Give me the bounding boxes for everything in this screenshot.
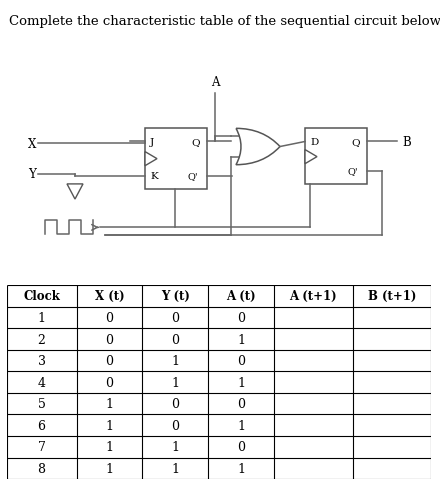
Text: 0: 0 [237, 397, 245, 410]
Text: 8: 8 [37, 462, 46, 475]
Text: 1: 1 [171, 376, 180, 389]
Text: Q': Q' [348, 167, 359, 176]
Text: J: J [150, 137, 154, 147]
Bar [305, 129, 367, 184]
Text: 1: 1 [171, 440, 180, 454]
Text: B: B [402, 136, 411, 149]
Text: 2: 2 [38, 333, 45, 346]
Text: X (t): X (t) [95, 290, 124, 303]
Text: Q: Q [351, 137, 359, 147]
Text: 7: 7 [38, 440, 45, 454]
Text: 1: 1 [237, 376, 245, 389]
Text: 3: 3 [37, 354, 46, 367]
Text: 1: 1 [237, 419, 245, 432]
Text: Y: Y [28, 168, 36, 181]
Text: 5: 5 [38, 397, 45, 410]
Text: 1: 1 [106, 440, 114, 454]
Text: X: X [28, 138, 37, 151]
Text: 0: 0 [171, 419, 180, 432]
Polygon shape [305, 150, 317, 165]
Text: A (t): A (t) [227, 290, 256, 303]
PathPatch shape [236, 129, 280, 166]
Text: Complete the characteristic table of the sequential circuit below.: Complete the characteristic table of the… [9, 15, 440, 28]
Polygon shape [67, 184, 83, 199]
Text: 4: 4 [37, 376, 46, 389]
Text: 0: 0 [237, 311, 245, 324]
Text: Q: Q [191, 137, 200, 147]
Text: 1: 1 [37, 311, 46, 324]
Text: K: K [150, 172, 158, 181]
Text: 0: 0 [106, 376, 114, 389]
Text: 0: 0 [171, 397, 180, 410]
Text: 1: 1 [237, 333, 245, 346]
Text: 0: 0 [106, 333, 114, 346]
Text: 1: 1 [106, 462, 114, 475]
Text: 1: 1 [171, 462, 180, 475]
Bar [145, 129, 207, 190]
Text: B (t+1): B (t+1) [368, 290, 416, 303]
Text: D: D [310, 137, 318, 147]
Text: 1: 1 [106, 419, 114, 432]
Text: 1: 1 [106, 397, 114, 410]
Text: 0: 0 [106, 311, 114, 324]
Text: Y (t): Y (t) [161, 290, 190, 303]
Text: 6: 6 [37, 419, 46, 432]
Text: Q': Q' [188, 172, 198, 181]
Text: 1: 1 [171, 354, 180, 367]
Polygon shape [145, 152, 157, 166]
Text: 0: 0 [106, 354, 114, 367]
Text: A: A [211, 76, 219, 89]
Text: Clock: Clock [23, 290, 60, 303]
Text: A (t+1): A (t+1) [290, 290, 337, 303]
Text: 0: 0 [171, 311, 180, 324]
Text: 0: 0 [237, 354, 245, 367]
Text: 0: 0 [171, 333, 180, 346]
Text: 0: 0 [237, 440, 245, 454]
Text: 1: 1 [237, 462, 245, 475]
